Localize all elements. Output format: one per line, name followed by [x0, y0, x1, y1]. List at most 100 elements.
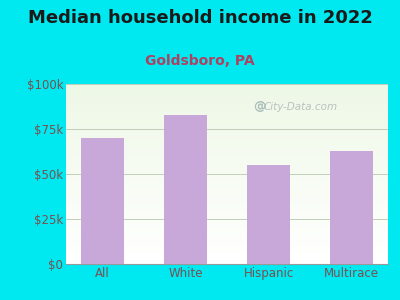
Bar: [66, 235, 388, 237]
Bar: [66, 154, 388, 156]
Bar: [330, 151, 373, 264]
Bar: [81, 138, 124, 264]
Bar: [66, 226, 388, 228]
Bar: [164, 115, 207, 264]
Bar: [66, 107, 388, 109]
Bar: [66, 127, 388, 129]
Bar: [66, 190, 388, 192]
Bar: [66, 188, 388, 190]
Bar: [66, 223, 388, 224]
Bar: [66, 158, 388, 160]
Bar: [66, 199, 388, 201]
Bar: [66, 181, 388, 183]
Bar: [66, 241, 388, 242]
Bar: [66, 149, 388, 151]
Bar: [66, 95, 388, 97]
Bar: [66, 172, 388, 174]
Bar: [66, 143, 388, 145]
Bar: [66, 205, 388, 206]
Bar: [66, 118, 388, 120]
Text: City-Data.com: City-Data.com: [264, 102, 338, 112]
Text: Median household income in 2022: Median household income in 2022: [28, 9, 372, 27]
Bar: [66, 98, 388, 100]
Bar: [66, 176, 388, 178]
Text: @: @: [253, 100, 266, 113]
Bar: [66, 232, 388, 233]
Bar: [66, 248, 388, 250]
Bar: [66, 115, 388, 116]
Bar: [66, 187, 388, 188]
Bar: [66, 178, 388, 179]
Bar: [66, 104, 388, 106]
Text: Goldsboro, PA: Goldsboro, PA: [145, 54, 255, 68]
Bar: [66, 142, 388, 143]
Bar: [66, 260, 388, 262]
Bar: [66, 100, 388, 102]
Bar: [66, 116, 388, 118]
Bar: [66, 133, 388, 134]
Bar: [66, 251, 388, 253]
Bar: [66, 129, 388, 131]
Bar: [66, 246, 388, 248]
Bar: [66, 206, 388, 208]
Bar: [66, 192, 388, 194]
Bar: [247, 165, 290, 264]
Bar: [66, 122, 388, 124]
Bar: [66, 152, 388, 154]
Bar: [66, 161, 388, 163]
Bar: [66, 91, 388, 93]
Bar: [66, 140, 388, 142]
Bar: [66, 97, 388, 98]
Bar: [66, 163, 388, 165]
Bar: [66, 156, 388, 158]
Bar: [66, 169, 388, 170]
Bar: [66, 165, 388, 167]
Bar: [66, 244, 388, 246]
Bar: [66, 262, 388, 264]
Bar: [66, 242, 388, 244]
Bar: [66, 88, 388, 89]
Bar: [66, 233, 388, 235]
Bar: [66, 217, 388, 219]
Bar: [66, 196, 388, 197]
Bar: [66, 109, 388, 111]
Bar: [66, 257, 388, 259]
Bar: [66, 194, 388, 196]
Bar: [66, 201, 388, 203]
Bar: [66, 224, 388, 226]
Bar: [66, 239, 388, 241]
Bar: [66, 221, 388, 223]
Bar: [66, 214, 388, 215]
Bar: [66, 120, 388, 122]
Bar: [66, 102, 388, 104]
Bar: [66, 89, 388, 91]
Bar: [66, 228, 388, 230]
Bar: [66, 203, 388, 205]
Bar: [66, 134, 388, 136]
Bar: [66, 255, 388, 257]
Bar: [66, 111, 388, 113]
Bar: [66, 145, 388, 147]
Bar: [66, 174, 388, 176]
Bar: [66, 86, 388, 88]
Bar: [66, 151, 388, 152]
Bar: [66, 136, 388, 138]
Bar: [66, 84, 388, 86]
Bar: [66, 106, 388, 107]
Bar: [66, 219, 388, 221]
Bar: [66, 250, 388, 251]
Bar: [66, 179, 388, 181]
Bar: [66, 210, 388, 212]
Bar: [66, 138, 388, 140]
Bar: [66, 215, 388, 217]
Bar: [66, 183, 388, 185]
Bar: [66, 167, 388, 169]
Bar: [66, 185, 388, 187]
Bar: [66, 147, 388, 149]
Bar: [66, 93, 388, 95]
Bar: [66, 160, 388, 161]
Bar: [66, 170, 388, 172]
Bar: [66, 197, 388, 199]
Bar: [66, 113, 388, 115]
Bar: [66, 208, 388, 210]
